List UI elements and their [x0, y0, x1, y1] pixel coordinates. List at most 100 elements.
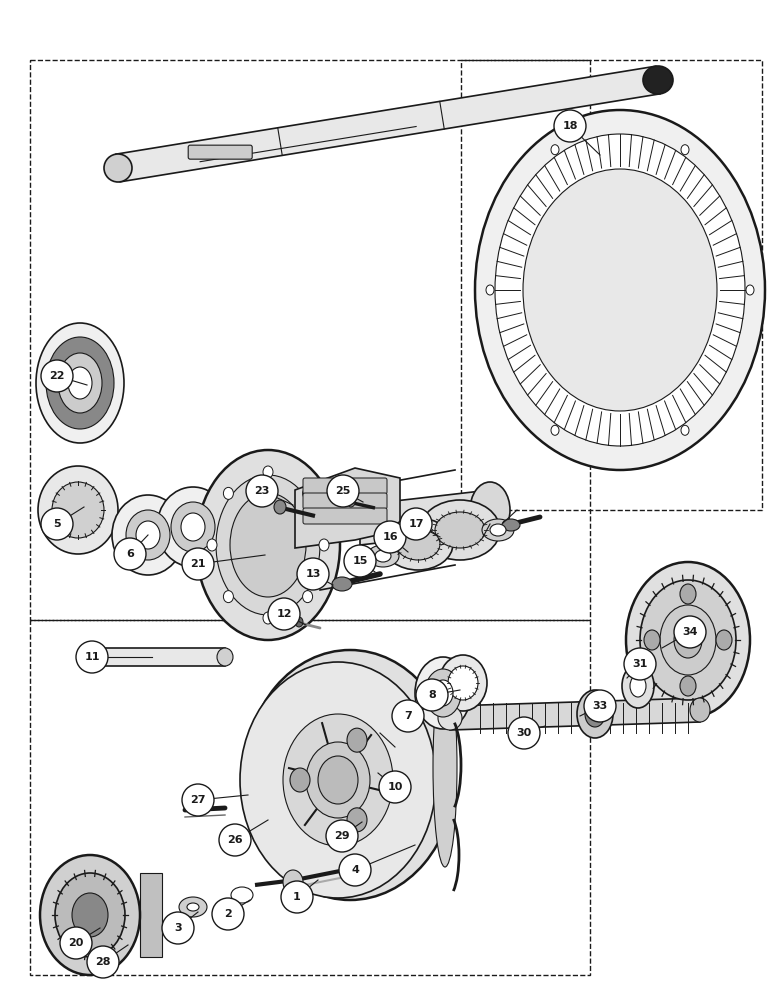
- Circle shape: [327, 475, 359, 507]
- Ellipse shape: [375, 550, 391, 562]
- Ellipse shape: [643, 66, 673, 94]
- Ellipse shape: [306, 742, 370, 818]
- Circle shape: [392, 700, 424, 732]
- Ellipse shape: [438, 706, 462, 730]
- Ellipse shape: [347, 728, 367, 752]
- Ellipse shape: [274, 500, 286, 514]
- Text: 30: 30: [516, 728, 532, 738]
- FancyBboxPatch shape: [303, 493, 387, 509]
- Ellipse shape: [332, 577, 352, 591]
- Text: 3: 3: [174, 923, 182, 933]
- Ellipse shape: [196, 450, 340, 640]
- Ellipse shape: [690, 698, 710, 722]
- Ellipse shape: [46, 337, 114, 429]
- Ellipse shape: [72, 893, 108, 937]
- Polygon shape: [95, 648, 225, 666]
- Ellipse shape: [290, 768, 310, 792]
- Circle shape: [162, 912, 194, 944]
- Polygon shape: [116, 66, 660, 182]
- Text: 20: 20: [68, 938, 83, 948]
- Ellipse shape: [303, 591, 313, 603]
- Ellipse shape: [104, 154, 132, 182]
- Ellipse shape: [68, 367, 92, 399]
- Text: 31: 31: [632, 659, 648, 669]
- Polygon shape: [140, 873, 162, 957]
- Circle shape: [114, 538, 146, 570]
- Ellipse shape: [347, 808, 367, 832]
- Circle shape: [508, 717, 540, 749]
- FancyBboxPatch shape: [188, 145, 252, 159]
- Ellipse shape: [435, 512, 485, 548]
- Text: 5: 5: [53, 519, 61, 529]
- Ellipse shape: [433, 667, 457, 867]
- Ellipse shape: [746, 285, 754, 295]
- Ellipse shape: [486, 285, 494, 295]
- Text: 7: 7: [404, 711, 412, 721]
- Circle shape: [416, 679, 448, 711]
- Circle shape: [400, 508, 432, 540]
- Circle shape: [674, 616, 706, 648]
- Text: 18: 18: [562, 121, 577, 131]
- Ellipse shape: [523, 169, 717, 411]
- Polygon shape: [450, 698, 700, 730]
- Ellipse shape: [303, 487, 313, 499]
- Ellipse shape: [318, 756, 358, 804]
- Ellipse shape: [425, 669, 461, 717]
- Circle shape: [41, 508, 73, 540]
- Ellipse shape: [347, 497, 355, 507]
- FancyBboxPatch shape: [303, 508, 387, 524]
- Ellipse shape: [367, 545, 399, 567]
- Ellipse shape: [475, 110, 765, 470]
- Ellipse shape: [136, 521, 160, 549]
- Circle shape: [246, 475, 278, 507]
- Circle shape: [297, 558, 329, 590]
- Ellipse shape: [415, 657, 471, 729]
- Ellipse shape: [179, 897, 207, 917]
- Circle shape: [344, 545, 376, 577]
- Ellipse shape: [585, 701, 605, 727]
- Ellipse shape: [245, 650, 455, 900]
- Ellipse shape: [283, 714, 393, 846]
- Ellipse shape: [482, 519, 514, 541]
- Ellipse shape: [680, 584, 696, 604]
- Circle shape: [379, 771, 411, 803]
- Circle shape: [339, 854, 371, 886]
- Text: 17: 17: [408, 519, 424, 529]
- Ellipse shape: [470, 482, 510, 538]
- Circle shape: [281, 881, 313, 913]
- Ellipse shape: [40, 855, 140, 975]
- Ellipse shape: [181, 513, 205, 541]
- Ellipse shape: [157, 487, 229, 567]
- Circle shape: [268, 598, 300, 630]
- Bar: [30, 620, 590, 975]
- Text: 11: 11: [84, 652, 100, 662]
- Ellipse shape: [240, 662, 436, 898]
- Circle shape: [76, 641, 108, 673]
- Ellipse shape: [171, 502, 215, 552]
- Text: 8: 8: [428, 690, 436, 700]
- Ellipse shape: [551, 145, 559, 155]
- Circle shape: [584, 690, 616, 722]
- Text: 26: 26: [227, 835, 243, 845]
- Circle shape: [212, 898, 244, 930]
- Ellipse shape: [644, 630, 660, 650]
- Ellipse shape: [207, 539, 217, 551]
- Text: 4: 4: [351, 865, 359, 875]
- Ellipse shape: [216, 475, 320, 615]
- Ellipse shape: [502, 519, 520, 531]
- Ellipse shape: [433, 680, 453, 706]
- Ellipse shape: [396, 528, 440, 560]
- Ellipse shape: [660, 605, 716, 675]
- Ellipse shape: [263, 466, 273, 478]
- Ellipse shape: [283, 870, 303, 894]
- Ellipse shape: [231, 887, 253, 903]
- Ellipse shape: [383, 518, 453, 570]
- Ellipse shape: [223, 591, 233, 603]
- Ellipse shape: [681, 145, 689, 155]
- Polygon shape: [295, 468, 400, 548]
- Text: 12: 12: [276, 609, 292, 619]
- Ellipse shape: [626, 562, 750, 718]
- Bar: [461, 60, 762, 510]
- Ellipse shape: [230, 493, 306, 597]
- Text: 33: 33: [592, 701, 608, 711]
